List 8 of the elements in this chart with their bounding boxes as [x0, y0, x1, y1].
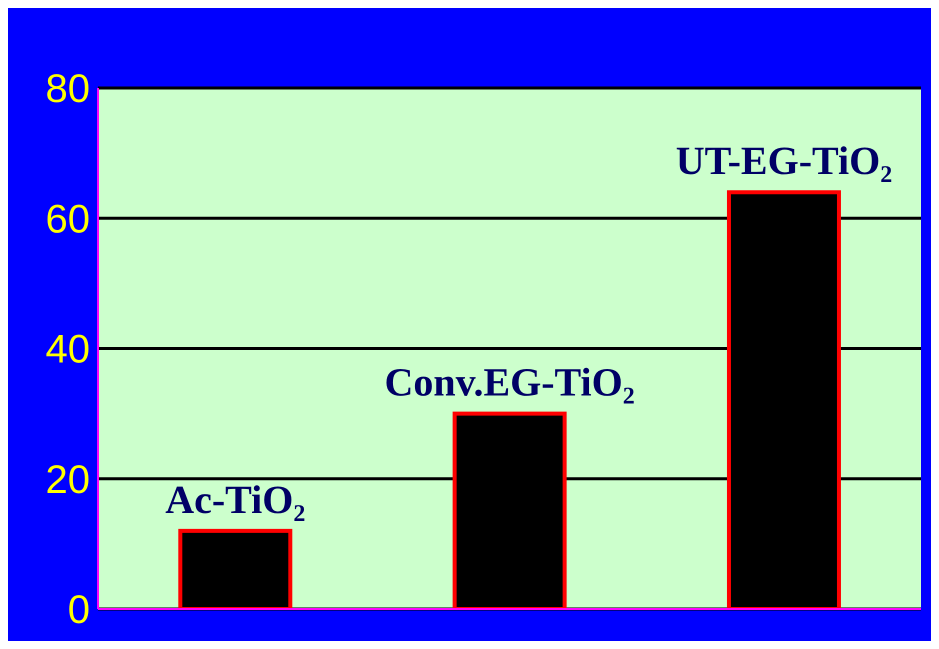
- x-tick-label: Conv.EG-TiO₂: [384, 360, 635, 405]
- y-tick-label: 80: [46, 67, 90, 112]
- y-tick-label: 60: [46, 197, 90, 242]
- x-tick-label: UT-EG-TiO₂: [676, 138, 892, 184]
- y-tick-label: 40: [46, 328, 90, 372]
- x-tick-label: Ac-TiO₂: [165, 476, 306, 522]
- y-tick-label: 20: [46, 458, 90, 502]
- y-tick-label: 0: [68, 588, 90, 632]
